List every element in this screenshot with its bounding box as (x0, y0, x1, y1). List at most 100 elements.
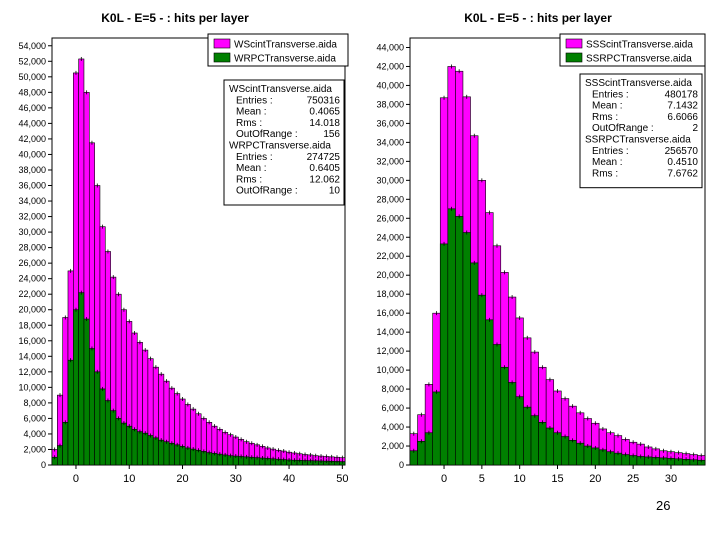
y-tick-label: 28,000 (18, 243, 46, 253)
legend-entry: SSRPCTransverse.aida (586, 54, 692, 65)
stats-value: 0.4065 (309, 107, 340, 118)
stats-label: Entries : (592, 89, 629, 100)
rpc-bar (136, 431, 143, 466)
x-tick-label: 0 (441, 473, 447, 485)
slide-number: 26 (656, 498, 671, 513)
stats-label: OutOfRange : (236, 186, 298, 197)
rpc-bar (492, 344, 502, 466)
y-tick-label: 52,000 (18, 56, 46, 66)
rpc-bar (560, 436, 570, 466)
rpc-bar (424, 432, 433, 466)
y-tick-label: 0 (399, 460, 404, 470)
legend-entry: WRPCTransverse.aida (234, 54, 336, 65)
y-tick-label: 30,000 (18, 227, 46, 237)
y-tick-label: 20,000 (18, 305, 46, 315)
stats-value: 6.6066 (667, 112, 698, 123)
chart-title: K0L - E=5 - : hits per layer (464, 11, 612, 25)
x-tick-label: 15 (551, 473, 563, 485)
stats-value: 256570 (665, 146, 699, 157)
rpc-bar (163, 441, 170, 466)
y-tick-label: 34,000 (376, 137, 404, 147)
rpc-bar (417, 440, 426, 466)
y-tick-label: 0 (41, 460, 46, 470)
stats-label: Entries : (236, 95, 273, 106)
stats-label: Rms : (236, 174, 262, 185)
stats-label: Rms : (592, 168, 618, 179)
y-tick-label: 4,000 (23, 429, 46, 439)
rpc-bar (88, 348, 95, 466)
stats-label: Mean : (236, 163, 267, 174)
y-tick-label: 30,000 (376, 175, 404, 185)
y-tick-label: 8,000 (23, 398, 46, 408)
stats-label: Entries : (592, 146, 629, 157)
y-tick-label: 24,000 (376, 232, 404, 242)
legend-entry: SSScintTransverse.aida (586, 40, 693, 51)
y-tick-label: 16,000 (18, 336, 46, 346)
y-tick-label: 48,000 (18, 87, 46, 97)
rpc-bar (591, 447, 600, 466)
y-tick-label: 32,000 (376, 156, 404, 166)
rpc-bar (598, 449, 607, 466)
rpc-bar (538, 421, 547, 466)
y-tick-label: 2,000 (381, 441, 404, 451)
rpc-bar (462, 232, 471, 466)
y-tick-label: 4,000 (381, 422, 404, 432)
rpc-bar (409, 450, 418, 466)
stats-frame (579, 73, 703, 189)
rpc-bar (439, 243, 449, 466)
rpc-bar (447, 208, 456, 466)
rpc-bar (432, 391, 441, 466)
rpc-bar (190, 448, 197, 466)
stats-value: 12.062 (309, 174, 340, 185)
rpc-bar (583, 445, 592, 466)
rpc-bar (131, 428, 138, 466)
stats-label: OutOfRange : (236, 129, 298, 140)
rpc-bar (147, 435, 154, 466)
stats-value: 750316 (307, 95, 341, 106)
rpc-bar (477, 294, 486, 466)
x-tick-label: 40 (283, 473, 295, 485)
stats-title: WRPCTransverse.aida (229, 141, 331, 152)
x-tick-label: 30 (230, 473, 242, 485)
rpc-bar (120, 422, 127, 466)
rpc-bar (174, 444, 181, 466)
rpc-bar (67, 359, 74, 466)
y-tick-label: 10,000 (18, 382, 46, 392)
stats-label: OutOfRange : (592, 123, 654, 134)
rpc-bar (158, 439, 165, 466)
rpc-bar (500, 366, 509, 466)
stats-label: Mean : (592, 101, 623, 112)
rpc-bar (57, 445, 63, 466)
rpc-bar (184, 447, 191, 466)
chart-left-hits-per-layer: K0L - E=5 - : hits per layer 0 2,000 4,000 6… (18, 11, 349, 485)
y-tick-label: 36,000 (376, 118, 404, 128)
x-tick-label: 20 (176, 473, 188, 485)
legend-swatch (565, 38, 583, 49)
y-tick-label: 32,000 (18, 212, 46, 222)
stats-label: Mean : (236, 107, 267, 118)
stats-value: 2 (692, 123, 698, 134)
x-tick-label: 5 (479, 473, 485, 485)
stats-value: 156 (323, 129, 340, 140)
rpc-bar (62, 421, 69, 466)
rpc-bar (553, 432, 562, 466)
rpc-bar (83, 318, 90, 466)
legend: SSScintTransverse.aida SSRPCTransverse.ai… (559, 33, 706, 67)
chart-right-hits-per-layer: K0L - E=5 - : hits per layer 0 2,000 4,000 6… (376, 11, 706, 485)
rpc-bar (168, 442, 175, 466)
x-tick-label: 0 (73, 473, 79, 485)
rpc-bar (530, 415, 539, 466)
stats-label: Rms : (592, 112, 618, 123)
rpc-bar (73, 309, 79, 466)
x-tick-label: 10 (123, 473, 135, 485)
y-tick-label: 2,000 (23, 444, 46, 454)
stats-value: 14.018 (309, 118, 340, 129)
stats-label: Entries : (236, 152, 273, 163)
rpc-bar (485, 319, 494, 466)
y-tick-label: 40,000 (18, 149, 46, 159)
rpc-bar (110, 410, 117, 466)
rpc-bar (152, 437, 159, 466)
y-tick-label: 46,000 (18, 103, 46, 113)
